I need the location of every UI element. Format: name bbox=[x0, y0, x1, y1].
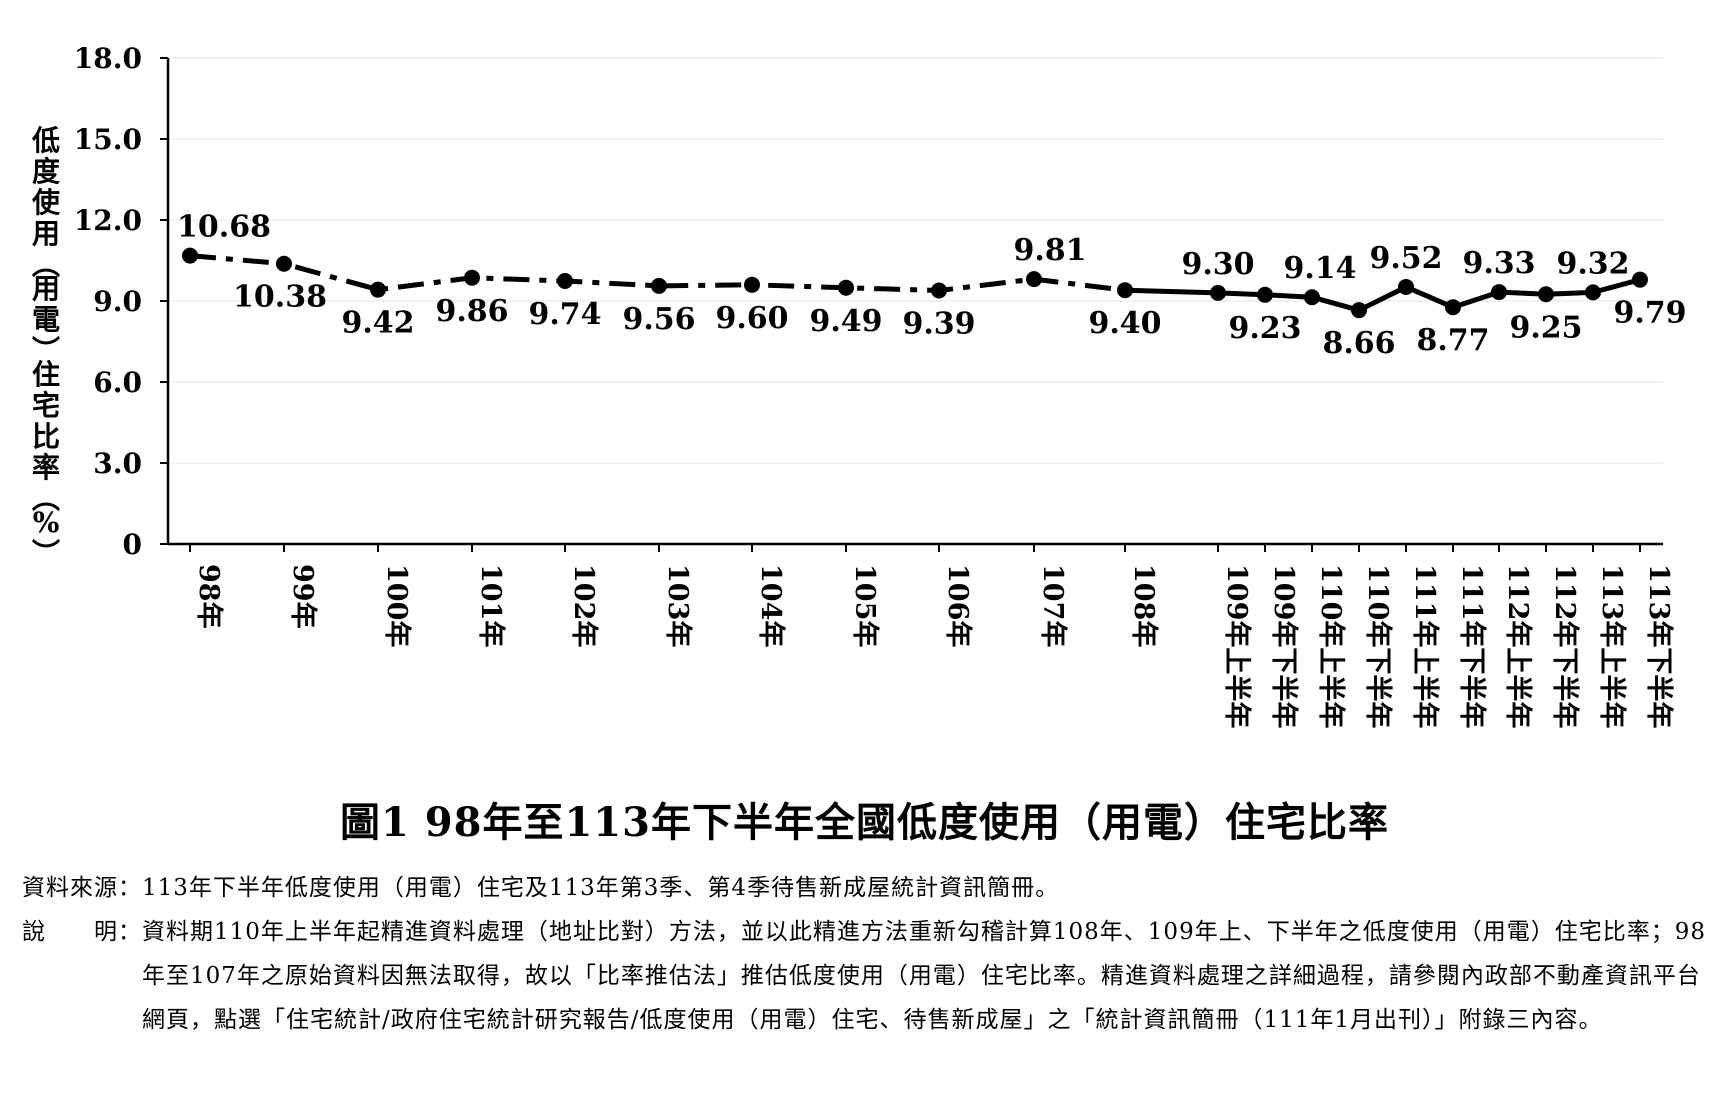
x-tick-label: 109年下半年 bbox=[1268, 564, 1300, 728]
data-label: 9.33 bbox=[1462, 246, 1535, 281]
data-point bbox=[1257, 286, 1273, 303]
x-tick-labels: 98年 99年 100年 101年 102年 103年 104年 105年 106年 107年 10… bbox=[193, 564, 1675, 728]
data-point bbox=[1210, 284, 1226, 301]
data-point bbox=[464, 269, 480, 286]
y-tick-label: 12.0 bbox=[74, 204, 142, 237]
data-point bbox=[1026, 271, 1042, 288]
data-label: 9.25 bbox=[1509, 310, 1582, 345]
x-tick-label: 113年下半年 bbox=[1643, 564, 1675, 728]
data-label: 9.40 bbox=[1088, 306, 1161, 341]
x-tick-label: 108年 bbox=[1128, 564, 1160, 647]
data-label: 9.86 bbox=[435, 294, 508, 329]
data-point bbox=[1585, 284, 1601, 301]
chart-title: 圖1 98年至113年下半年全國低度使用（用電）住宅比率 bbox=[340, 799, 1389, 846]
data-point bbox=[1117, 282, 1133, 299]
data-label: 9.60 bbox=[715, 301, 788, 336]
data-point bbox=[1351, 302, 1367, 319]
x-tick-label: 101年 bbox=[475, 564, 507, 647]
data-label: 9.32 bbox=[1556, 246, 1629, 281]
description-note: 說 明： 資料期110年上半年起精進資料處理（地址比對）方法，並以此精進方法重新… bbox=[22, 910, 1712, 1042]
x-tick-label: 110年下半年 bbox=[1362, 564, 1394, 728]
data-label: 9.42 bbox=[341, 306, 414, 341]
data-points bbox=[182, 247, 1648, 319]
data-label: 8.66 bbox=[1322, 326, 1395, 361]
x-tick-label: 112年上半年 bbox=[1502, 564, 1534, 728]
data-point bbox=[1398, 278, 1414, 295]
chart-notes: 資料來源： 113年下半年低度使用（用電）住宅及113年第3季、第4季待售新成屋… bbox=[22, 866, 1712, 1042]
series-line-estimated bbox=[189, 253, 1126, 293]
data-label: 9.79 bbox=[1613, 296, 1686, 331]
data-point bbox=[1538, 286, 1554, 303]
y-tick-labels: 0 3.0 6.0 9.0 12.0 15.0 18.0 bbox=[74, 42, 142, 561]
data-point bbox=[276, 255, 292, 272]
source-text: 113年下半年低度使用（用電）住宅及113年第3季、第4季待售新成屋統計資訊簡冊… bbox=[142, 875, 1060, 901]
x-tick-label: 111年下半年 bbox=[1456, 564, 1488, 728]
data-label: 9.14 bbox=[1283, 251, 1356, 286]
data-label: 9.39 bbox=[902, 306, 975, 341]
x-tick-label: 107年 bbox=[1037, 564, 1069, 647]
data-point bbox=[1491, 284, 1507, 301]
x-tick-label: 103年 bbox=[662, 564, 694, 647]
x-tick-label: 109年上半年 bbox=[1221, 564, 1253, 728]
data-point bbox=[557, 273, 573, 290]
data-point bbox=[931, 282, 947, 299]
x-tick-label: 110年上半年 bbox=[1315, 564, 1347, 728]
x-tick-label: 112年下半年 bbox=[1549, 564, 1581, 728]
source-note: 資料來源： 113年下半年低度使用（用電）住宅及113年第3季、第4季待售新成屋… bbox=[22, 866, 1712, 910]
data-label: 10.38 bbox=[233, 280, 327, 315]
data-point bbox=[838, 279, 854, 296]
x-tick-label: 99年 bbox=[287, 564, 319, 629]
data-label: 8.77 bbox=[1416, 323, 1489, 358]
y-tick-label: 18.0 bbox=[74, 42, 142, 75]
y-axis-label: 低度使用︵用電︶住宅比率︵% ︶ bbox=[31, 124, 61, 570]
data-label: 10.68 bbox=[177, 210, 271, 245]
x-tick-label: 102年 bbox=[568, 564, 600, 647]
data-labels: 10.68 10.38 9.42 9.86 9.74 9.56 9.60 9.49 9.39 9.… bbox=[177, 210, 1687, 362]
axes bbox=[160, 57, 1663, 552]
data-point bbox=[182, 247, 198, 264]
data-label: 9.49 bbox=[809, 304, 882, 339]
data-label: 9.74 bbox=[528, 297, 601, 332]
y-axis-title: 低度使用︵用電︶住宅比率︵% ︶ bbox=[31, 124, 61, 570]
line-chart: 0 3.0 6.0 9.0 12.0 15.0 18.0 低度使用︵用電︶住宅比率︵% ︶ 9… bbox=[31, 42, 1687, 728]
y-tick-label: 6.0 bbox=[93, 366, 142, 399]
x-tick-label: 106年 bbox=[942, 564, 974, 647]
data-label: 9.23 bbox=[1228, 311, 1301, 346]
x-tick-label: 104年 bbox=[755, 564, 787, 647]
data-label: 9.52 bbox=[1369, 241, 1442, 276]
data-label: 9.81 bbox=[1013, 233, 1086, 268]
x-tick-label: 111年上半年 bbox=[1409, 564, 1441, 728]
y-tick-label: 3.0 bbox=[93, 447, 142, 480]
source-label: 資料來源： bbox=[22, 875, 142, 901]
y-tick-label: 9.0 bbox=[93, 285, 142, 318]
data-point bbox=[1632, 271, 1648, 288]
x-tick-label: 100年 bbox=[381, 564, 413, 647]
series-line-refined bbox=[1124, 277, 1641, 313]
y-tick-label: 0 bbox=[123, 528, 142, 561]
x-tick-label: 98年 bbox=[193, 564, 225, 629]
description-text: 資料期110年上半年起精進資料處理（地址比對）方法，並以此精進方法重新勾稽計算1… bbox=[142, 919, 1706, 1033]
data-label: 9.30 bbox=[1181, 247, 1254, 282]
data-point bbox=[1445, 299, 1461, 316]
description-label: 說 明： bbox=[22, 919, 142, 945]
data-label: 9.56 bbox=[622, 302, 695, 337]
data-point bbox=[370, 281, 386, 298]
data-point bbox=[1304, 289, 1320, 306]
data-point bbox=[744, 276, 760, 293]
y-tick-label: 15.0 bbox=[74, 123, 142, 156]
gridlines bbox=[168, 57, 1663, 464]
x-tick-label: 113年上半年 bbox=[1596, 564, 1628, 728]
data-point bbox=[651, 277, 667, 294]
x-tick-label: 105年 bbox=[849, 564, 881, 647]
